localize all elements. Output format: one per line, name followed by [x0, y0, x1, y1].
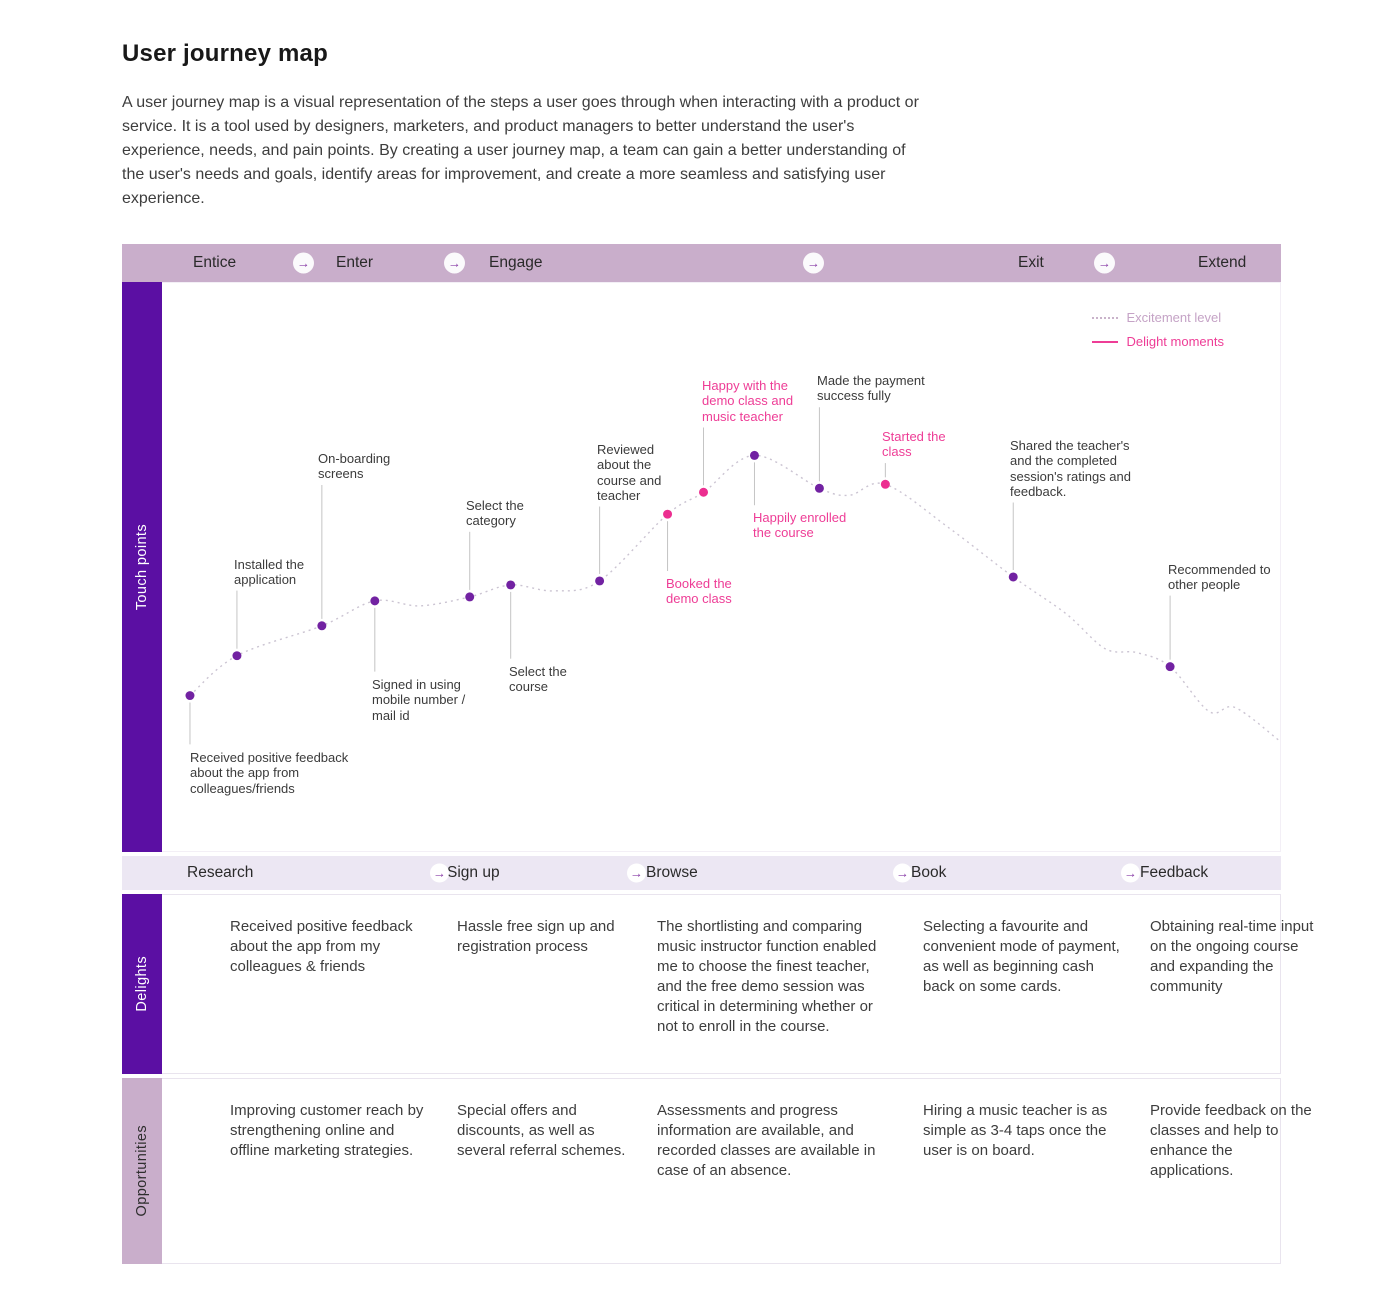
touch-point-dot-3	[317, 621, 327, 631]
touch-point-dot-5	[465, 592, 475, 602]
touch-point-dot-10	[749, 450, 759, 460]
excitement-chart: Excitement level Delight moments Received…	[162, 282, 1281, 852]
touch-point-dot-1	[185, 691, 195, 701]
touch-point-label-5: Select the category	[466, 498, 524, 529]
phase-engage: Engage	[489, 254, 543, 271]
touch-point-dot-6	[506, 580, 516, 590]
delights-content: Received positive feedback about the app…	[162, 894, 1313, 1074]
opportunities-col-4: Hiring a music teacher is as simple as 3…	[923, 1102, 1108, 1159]
touch-point-dot-14	[1165, 662, 1175, 672]
touch-point-label-11: Made the payment success fully	[817, 373, 925, 404]
phase-sign-up: Sign up	[447, 864, 500, 881]
touch-point-label-8: Booked the demo class	[666, 576, 732, 607]
arrow-right-icon: →	[430, 863, 449, 883]
touch-point-label-14: Recommended to other people	[1168, 562, 1271, 593]
legend-label-delight-moments: Delight moments	[1126, 334, 1224, 349]
chart-legend: Excitement level Delight moments	[1092, 310, 1224, 358]
touch-point-dot-8	[663, 509, 673, 519]
arrow-right-icon: →	[1094, 252, 1115, 274]
opportunities-sidebar: Opportunities	[122, 1078, 162, 1264]
phase-enter: Enter	[336, 254, 374, 271]
touch-point-label-12: Started the class	[882, 429, 946, 460]
delights-label: Delights	[134, 956, 150, 1012]
legend-excitement-level: Excitement level	[1092, 310, 1224, 325]
phase-entice: Entice	[193, 254, 237, 271]
arrow-right-icon: →	[627, 863, 646, 883]
phase-research: Research	[187, 864, 254, 881]
touch-point-label-13: Shared the teacher's and the completed s…	[1010, 438, 1131, 499]
arrow-right-icon: →	[803, 252, 824, 274]
delights-col-2: Hassle free sign up and registration pro…	[457, 918, 615, 955]
touch-points-sidebar: Touch points	[122, 282, 162, 852]
phase-book: Book	[911, 864, 947, 881]
touch-point-dot-12	[880, 479, 890, 489]
delights-sidebar: Delights	[122, 894, 162, 1074]
phase-feedback: Feedback	[1140, 864, 1209, 881]
touch-point-label-7: Reviewed about the course and teacher	[597, 442, 662, 503]
opportunities-content: Improving customer reach by strengthenin…	[162, 1078, 1312, 1264]
touch-point-dot-11	[814, 483, 824, 493]
touch-point-dot-13	[1008, 572, 1018, 582]
touch-points-label: Touch points	[134, 523, 150, 611]
phase-bar-top: Entice Enter Engage Exit Extend → → → →	[122, 244, 1281, 282]
phase-extend: Extend	[1198, 254, 1247, 271]
phase-browse: Browse	[646, 864, 698, 881]
opportunities-col-3: Assessments and progress information are…	[657, 1102, 876, 1179]
arrow-right-icon: →	[1121, 863, 1140, 883]
opportunities-col-5: Provide feedback on the classes and help…	[1150, 1102, 1312, 1179]
excitement-line-swatch	[1092, 316, 1119, 319]
touch-point-label-6: Select the course	[509, 664, 567, 695]
arrow-right-icon: →	[293, 252, 314, 274]
touch-point-label-10: Happily enrolled the course	[753, 510, 847, 541]
delight-line-swatch	[1092, 340, 1119, 343]
page-description: A user journey map is a visual represent…	[122, 94, 919, 207]
touch-point-dot-7	[595, 576, 605, 586]
phase-bar-bottom: Research Sign up Browse Book Feedback → → → →	[122, 856, 1281, 890]
phase-exit: Exit	[1018, 254, 1044, 271]
touch-points-row: Touch points Excitement level Delight mom…	[122, 282, 1281, 852]
opportunities-col-1: Improving customer reach by strengthenin…	[230, 1102, 424, 1159]
opportunities-label: Opportunities	[134, 1125, 150, 1217]
delights-col-5: Obtaining real-time input on the ongoing…	[1150, 918, 1314, 995]
touch-point-label-4: Signed in using mobile number / mail id	[372, 677, 466, 723]
touch-point-label-9: Happy with the demo class and music teac…	[702, 378, 794, 424]
arrow-right-icon: →	[444, 252, 465, 274]
opportunities-row: Opportunities Improving customer reach b…	[122, 1078, 1312, 1264]
delights-col-3: The shortlisting and comparing music ins…	[657, 918, 877, 1035]
touch-point-label-3: On-boarding screens	[318, 451, 391, 482]
touch-point-dot-4	[370, 596, 380, 606]
touch-point-dot-2	[232, 651, 242, 661]
touch-point-dot-9	[699, 487, 709, 497]
legend-delight-moments: Delight moments	[1092, 334, 1224, 349]
opportunities-col-2: Special offers and discounts, as well as…	[457, 1102, 626, 1159]
page-title: User journey map	[122, 40, 328, 67]
touch-point-label-1: Received positive feedback about the app…	[190, 750, 349, 796]
page-content: User journey map A user journey map is a…	[122, 0, 1313, 1264]
excitement-chart-svg	[185, 407, 1280, 745]
touch-point-label-2: Installed the application	[234, 557, 305, 588]
legend-label-excitement-level: Excitement level	[1126, 310, 1222, 325]
delights-col-4: Selecting a favourite and convenient mod…	[923, 918, 1120, 995]
delights-row: Delights Received positive feedback abou…	[122, 894, 1313, 1074]
arrow-right-icon: →	[893, 863, 912, 883]
delights-col-1: Received positive feedback about the app…	[230, 918, 413, 975]
